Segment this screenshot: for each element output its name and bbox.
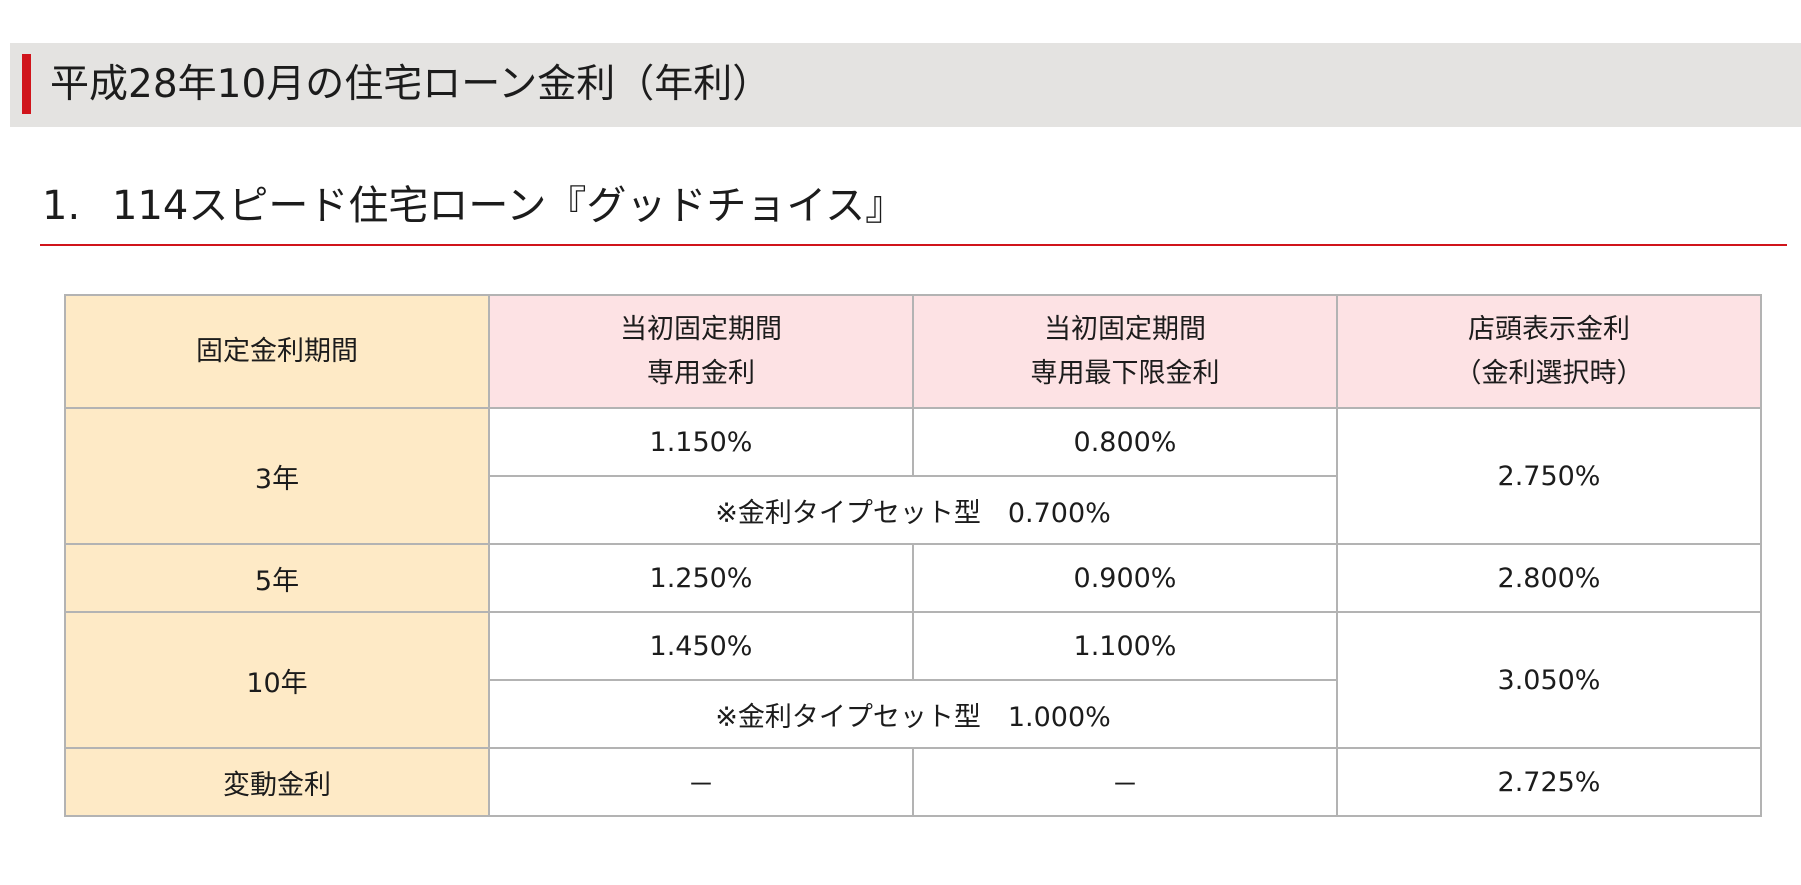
table-row: ※金利タイプセット型 0.700% bbox=[65, 475, 1761, 545]
header-initial-rate-line1: 当初固定期間 bbox=[620, 313, 782, 345]
period-cell: 10年 bbox=[64, 611, 490, 749]
floor-rate-cell: 1.100% bbox=[912, 611, 1338, 681]
initial-rate-cell: 1.450% bbox=[488, 611, 914, 681]
floor-rate-cell: 0.900% bbox=[912, 543, 1338, 613]
initial-rate-cell: － bbox=[488, 747, 914, 817]
section-heading: 1. 114スピード住宅ローン『グッドチョイス』 bbox=[42, 176, 905, 236]
header-floor-rate: 当初固定期間 専用最下限金利 bbox=[912, 294, 1338, 409]
table-row: 5年 1.250% 0.900% 2.800% bbox=[64, 543, 1762, 613]
header-store-rate-line2: （金利選択時） bbox=[1454, 357, 1644, 389]
header-initial-rate-line2: 専用金利 bbox=[647, 357, 755, 389]
period-cell: 5年 bbox=[64, 543, 490, 613]
header-floor-rate-line2: 専用最下限金利 bbox=[1030, 357, 1220, 389]
type-set-note-cell: ※金利タイプセット型 1.000% bbox=[488, 679, 1338, 749]
floor-rate-cell: 0.800% bbox=[912, 407, 1338, 477]
page-header: 平成28年10月の住宅ローン金利（年利） bbox=[10, 43, 1801, 127]
header-store-rate: 店頭表示金利 （金利選択時） bbox=[1336, 294, 1762, 409]
header-store-rate-line1: 店頭表示金利 bbox=[1468, 313, 1630, 345]
period-cell: 変動金利 bbox=[64, 747, 490, 817]
rate-table: 固定金利期間 当初固定期間 専用金利 当初固定期間 専用最下限金利 店頭表示金利… bbox=[64, 294, 1762, 817]
page-title: 平成28年10月の住宅ローン金利（年利） bbox=[50, 62, 772, 107]
store-rate-cell: 2.800% bbox=[1336, 543, 1762, 613]
store-rate-cell: 2.750% bbox=[1336, 407, 1762, 545]
initial-rate-cell: 1.250% bbox=[488, 543, 914, 613]
table-row: ※金利タイプセット型 1.000% bbox=[65, 679, 1761, 749]
header-initial-rate: 当初固定期間 専用金利 bbox=[488, 294, 914, 409]
header-floor-rate-line1: 当初固定期間 bbox=[1044, 313, 1206, 345]
header-accent-bar bbox=[22, 54, 31, 114]
type-set-note-cell: ※金利タイプセット型 0.700% bbox=[488, 475, 1338, 545]
header-period: 固定金利期間 bbox=[64, 294, 490, 409]
floor-rate-cell: － bbox=[912, 747, 1338, 817]
table-header-row: 固定金利期間 当初固定期間 専用金利 当初固定期間 専用最下限金利 店頭表示金利… bbox=[64, 294, 1762, 409]
store-rate-cell: 3.050% bbox=[1336, 611, 1762, 749]
table-row: 3年 1.150% 0.800% 2.750% bbox=[64, 407, 1762, 545]
store-rate-cell: 2.725% bbox=[1336, 747, 1762, 817]
period-cell: 3年 bbox=[64, 407, 490, 545]
section-divider bbox=[40, 244, 1787, 246]
initial-rate-cell: 1.150% bbox=[488, 407, 914, 477]
table-row: 10年 1.450% 1.100% 3.050% bbox=[64, 611, 1762, 749]
section-title: 114スピード住宅ローン『グッドチョイス』 bbox=[112, 183, 906, 229]
table-row: 変動金利 － － 2.725% bbox=[64, 747, 1762, 817]
section-number: 1. bbox=[42, 183, 81, 229]
